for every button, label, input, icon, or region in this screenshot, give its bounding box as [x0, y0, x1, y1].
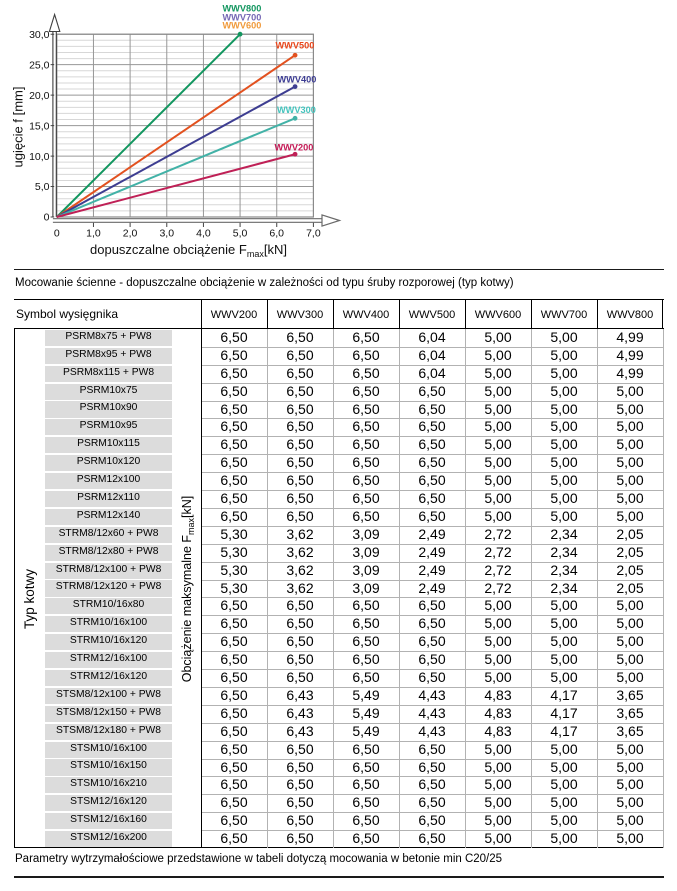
svg-text:5,0: 5,0: [35, 181, 50, 193]
svg-text:1,0: 1,0: [86, 227, 101, 239]
svg-text:20,0: 20,0: [29, 90, 50, 102]
svg-text:0: 0: [54, 227, 60, 239]
svg-text:WWV500: WWV500: [276, 41, 315, 51]
svg-text:WWV400: WWV400: [278, 75, 317, 85]
svg-text:25,0: 25,0: [29, 59, 50, 71]
svg-text:4,0: 4,0: [196, 227, 211, 239]
svg-text:WWV300: WWV300: [277, 105, 316, 115]
svg-text:30,0: 30,0: [29, 29, 50, 41]
svg-text:15,0: 15,0: [29, 120, 50, 132]
svg-text:ugięcie f [mm]: ugięcie f [mm]: [11, 87, 26, 168]
svg-text:WWV600: WWV600: [223, 20, 262, 30]
svg-text:WWV800: WWV800: [223, 4, 262, 14]
svg-text:WWV700: WWV700: [223, 12, 262, 22]
svg-text:dopuszczalne obciążenie Fmax[k: dopuszczalne obciążenie Fmax[kN]: [90, 242, 287, 259]
svg-text:WWV200: WWV200: [275, 143, 314, 153]
svg-text:2,0: 2,0: [123, 227, 138, 239]
svg-text:3,0: 3,0: [159, 227, 174, 239]
svg-text:5,0: 5,0: [233, 227, 248, 239]
svg-text:10,0: 10,0: [29, 151, 50, 163]
svg-text:7,0: 7,0: [306, 227, 321, 239]
svg-text:6,0: 6,0: [269, 227, 284, 239]
svg-text:0: 0: [44, 212, 50, 224]
